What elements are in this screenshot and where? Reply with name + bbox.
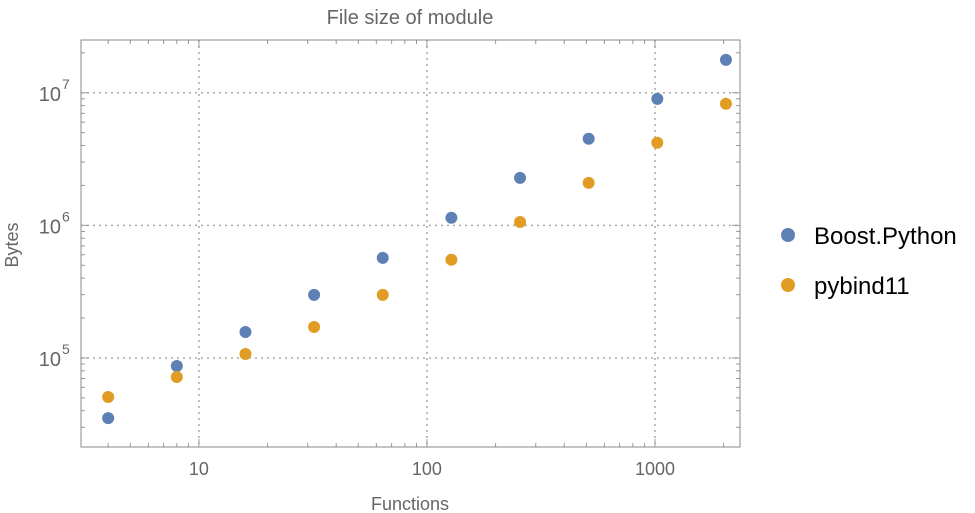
legend-label: pybind11 [814,273,910,300]
legend-label: Boost.Python [814,223,957,250]
data-point-pybind11 [719,97,732,110]
data-point-pybind11 [445,253,458,266]
data-point-pybind11 [239,348,252,361]
y-tick-label: 10 [39,216,61,238]
data-point-pybind11 [582,176,595,189]
y-tick-label: 10 [39,349,61,371]
data-point-boost-python [102,412,115,425]
legend-marker [781,228,795,242]
x-tick-label: 100 [412,459,442,479]
x-axis-label: Functions [371,494,449,513]
data-point-pybind11 [102,390,115,403]
data-point-pybind11 [514,216,527,229]
y-tick-label: 10 [39,84,61,106]
data-point-boost-python [514,171,527,184]
data-point-pybind11 [308,321,321,334]
y-axis-label: Bytes [2,222,22,267]
y-tick-exponent: 7 [62,76,70,92]
data-point-boost-python [445,211,458,224]
legend: Boost.Python pybind11 [781,223,957,300]
data-point-boost-python [170,359,183,372]
data-point-pybind11 [376,288,389,301]
data-point-boost-python [651,92,664,105]
data-point-boost-python [308,288,321,301]
y-tick-exponent: 5 [62,341,70,357]
y-tick-exponent: 6 [62,208,70,224]
plot-frame [80,39,741,448]
data-point-boost-python [582,132,595,145]
chart-title: File size of module [327,7,494,29]
data-point-pybind11 [651,136,664,149]
legend-marker [781,278,795,292]
data-point-pybind11 [170,370,183,383]
data-point-boost-python [376,251,389,264]
data-point-boost-python [239,325,252,338]
x-tick-label: 1000 [635,459,675,479]
x-tick-label: 10 [189,459,209,479]
data-point-boost-python [719,53,732,66]
